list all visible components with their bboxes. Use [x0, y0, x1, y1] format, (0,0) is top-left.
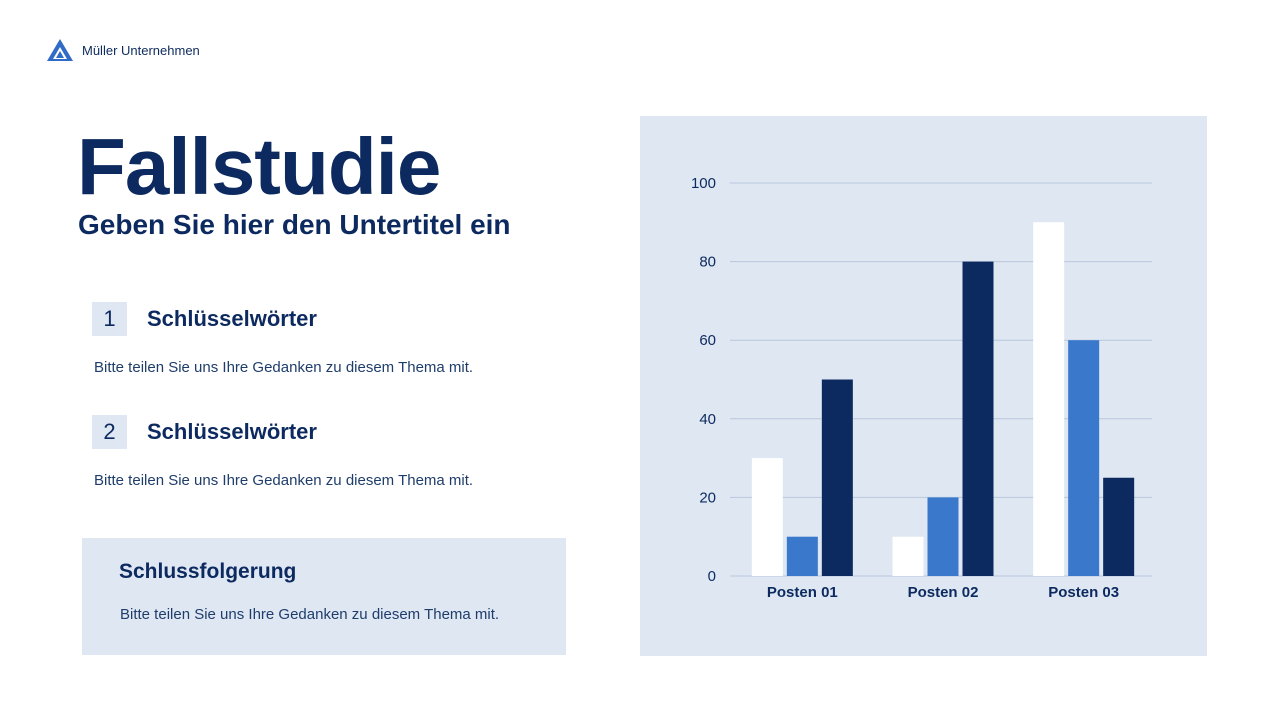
bar-1-series-1	[751, 458, 783, 576]
page-title: Fallstudie	[77, 122, 441, 211]
y-tick-label: 80	[699, 254, 716, 271]
conclusion-title: Schlussfolgerung	[119, 560, 297, 583]
brand: Müller Unternehmen	[46, 38, 200, 62]
brand-name: Müller Unternehmen	[82, 42, 200, 58]
y-tick-label: 100	[691, 175, 716, 192]
x-category-label: Posten 02	[908, 584, 979, 601]
chart-panel: 0 20 40 60 80 100 Posten 01 Posten 02 Posten 03	[640, 116, 1207, 656]
keyword-number-badge: 1	[92, 302, 127, 336]
bar-2-series-3	[962, 261, 994, 576]
keyword-title: Schlüsselwörter	[147, 306, 317, 331]
x-category-label: Posten 01	[767, 584, 838, 601]
keyword-text: Bitte teilen Sie uns Ihre Gedanken zu di…	[94, 359, 474, 376]
page-subtitle: Geben Sie hier den Untertitel ein	[78, 209, 511, 240]
y-tick-label: 0	[708, 568, 716, 585]
keyword-number-badge: 2	[92, 415, 127, 449]
bar-2-series-2	[927, 497, 959, 576]
x-category-label: Posten 03	[1048, 584, 1119, 601]
triangle-logo-icon	[47, 39, 73, 61]
y-tick-label: 40	[699, 411, 716, 428]
y-tick-label: 60	[699, 332, 716, 349]
conclusion-text: Bitte teilen Sie uns Ihre Gedanken zu di…	[120, 606, 500, 623]
bar-2-series-1	[892, 536, 924, 576]
keyword-block-2: 2 Schlüsselwörter Bitte teilen Sie uns I…	[92, 415, 552, 489]
conclusion-box: Schlussfolgerung Bitte teilen Sie uns Ih…	[82, 538, 566, 655]
keyword-text: Bitte teilen Sie uns Ihre Gedanken zu di…	[94, 472, 474, 489]
bar-3-series-3	[1103, 477, 1135, 576]
keyword-title: Schlüsselwörter	[147, 419, 317, 444]
bar-chart: 0 20 40 60 80 100 Posten 01 Posten 02 Posten 03	[691, 175, 1152, 601]
keyword-block-1: 1 Schlüsselwörter Bitte teilen Sie uns I…	[92, 302, 552, 376]
bar-1-series-2	[786, 536, 818, 576]
y-tick-label: 20	[699, 489, 716, 506]
bar-1-series-3	[821, 379, 853, 576]
bar-3-series-2	[1068, 340, 1100, 576]
bar-3-series-1	[1033, 222, 1065, 577]
